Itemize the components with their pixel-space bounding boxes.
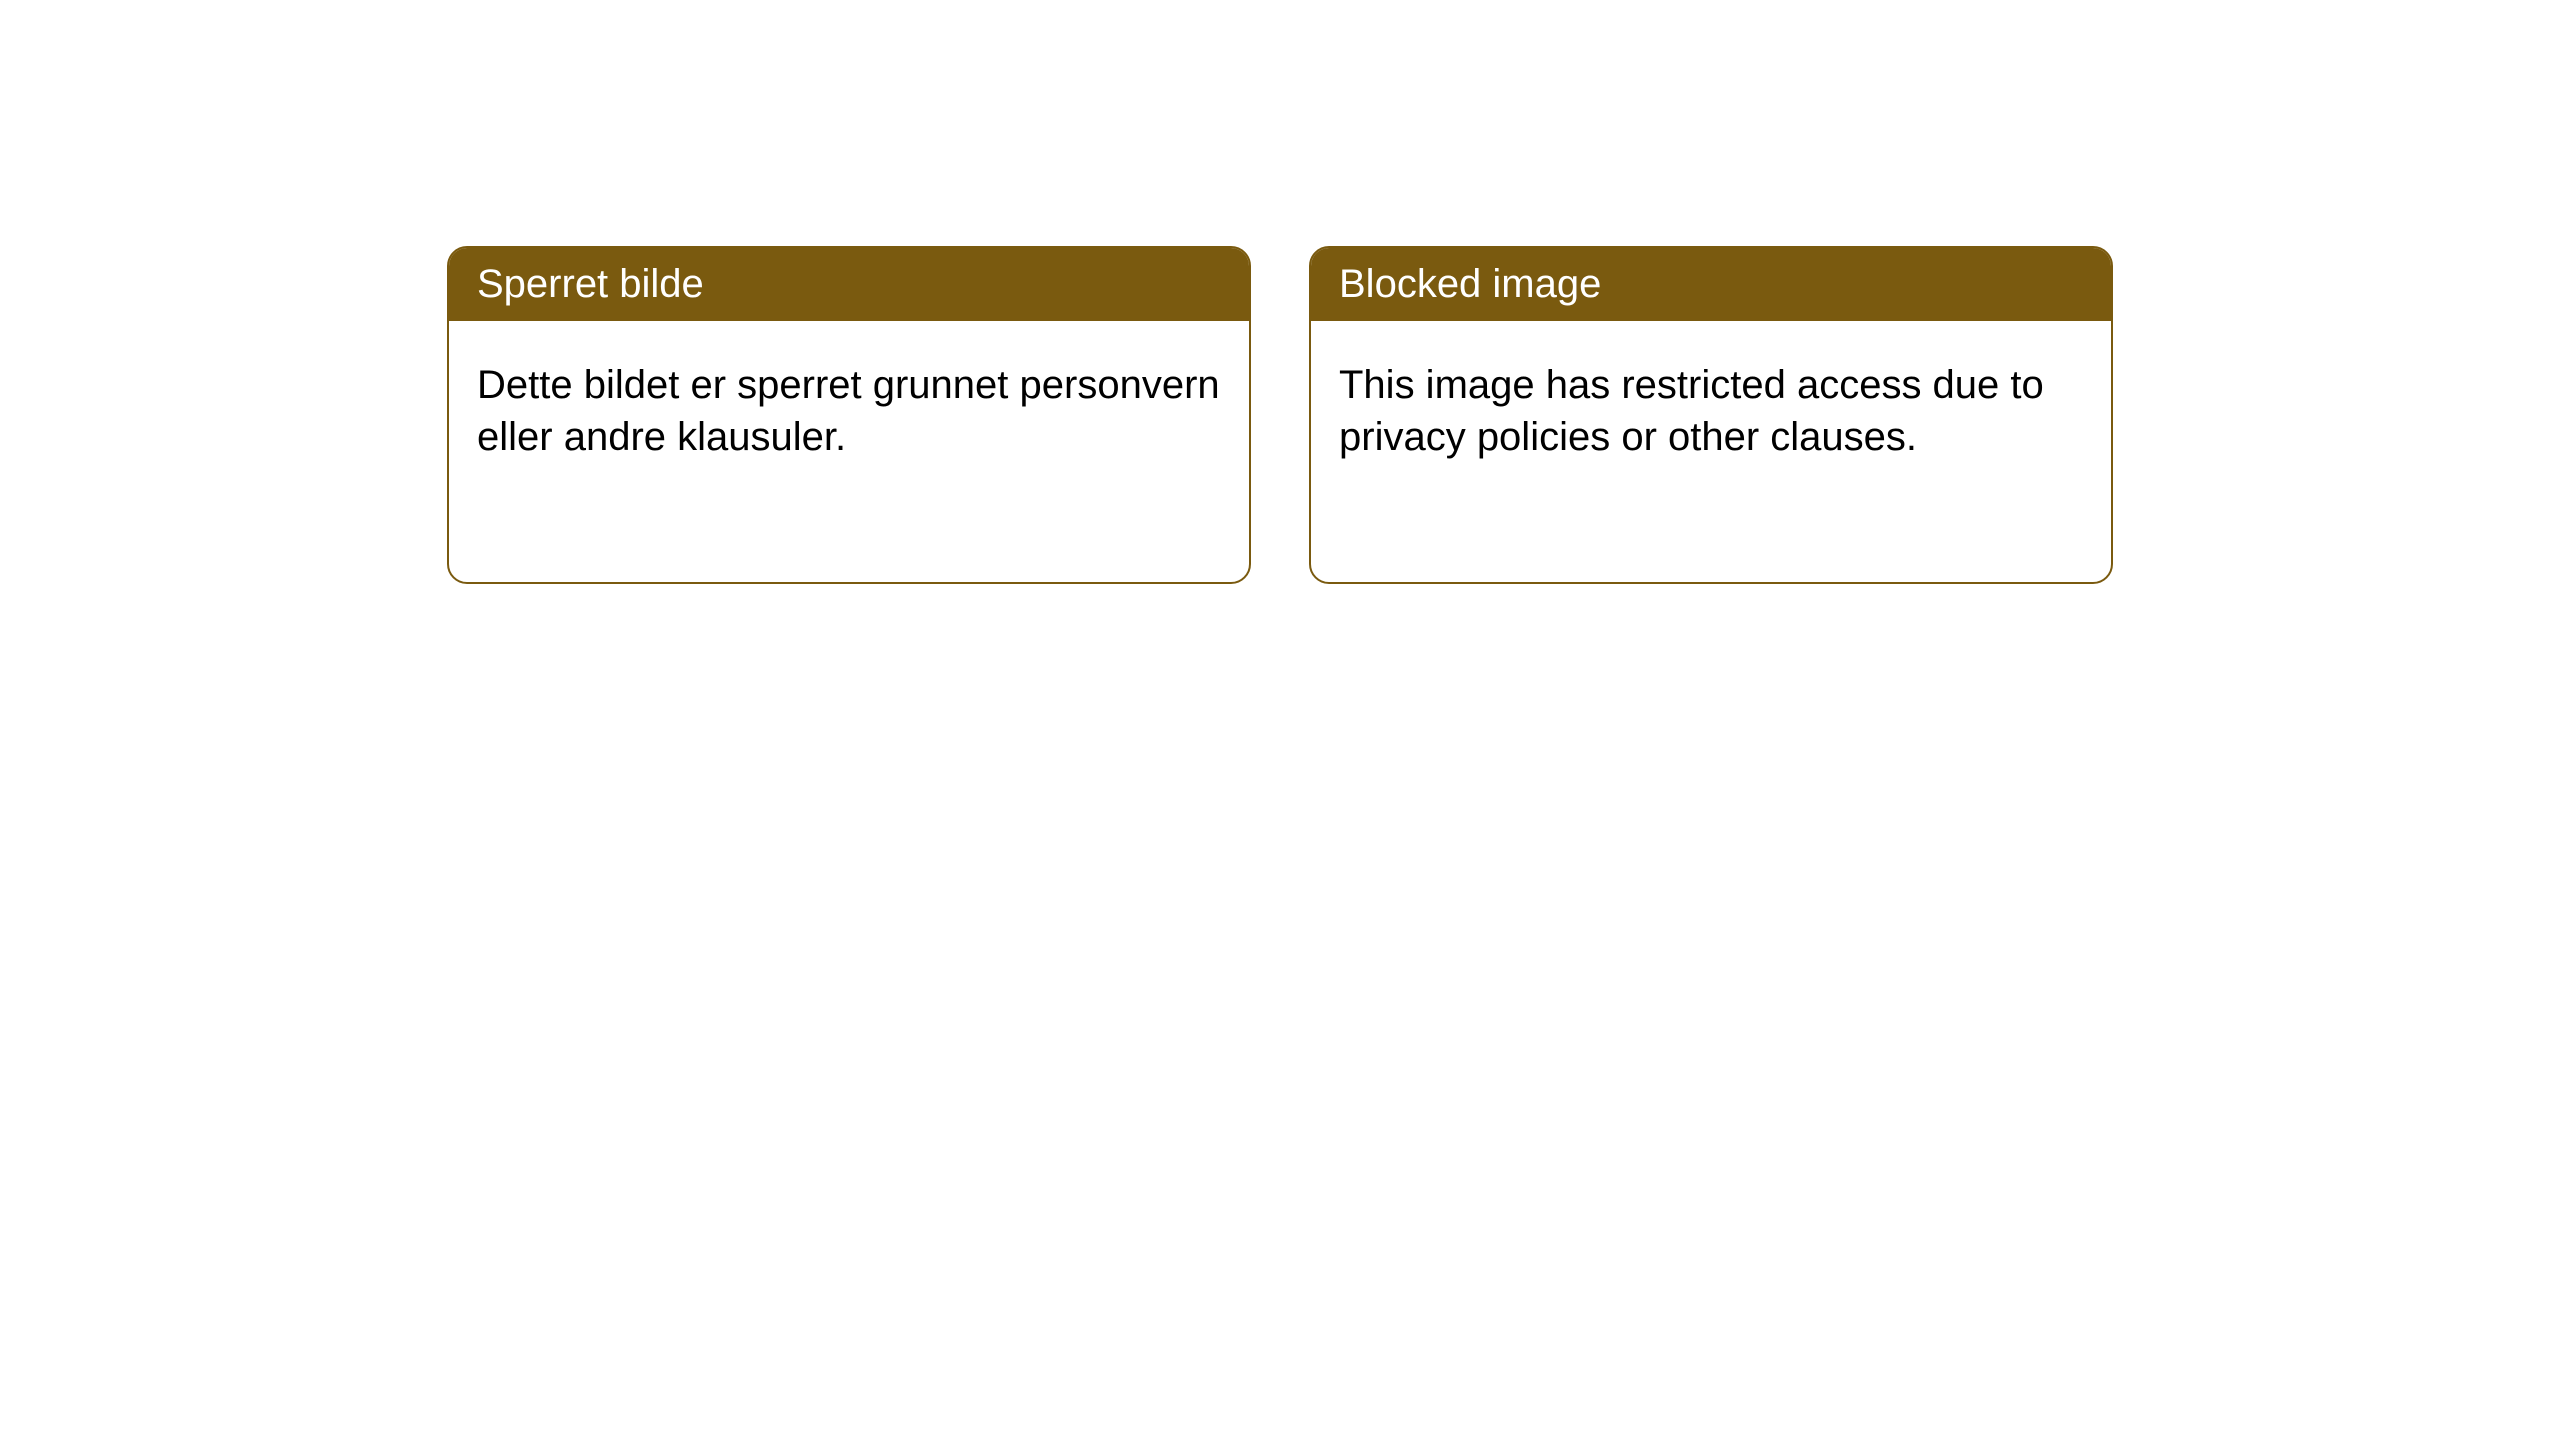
notice-title-norwegian: Sperret bilde (449, 248, 1249, 321)
notice-message-norwegian: Dette bildet er sperret grunnet personve… (449, 321, 1249, 501)
notice-card-english: Blocked image This image has restricted … (1309, 246, 2113, 584)
notice-message-english: This image has restricted access due to … (1311, 321, 2111, 501)
notice-title-english: Blocked image (1311, 248, 2111, 321)
notice-container: Sperret bilde Dette bildet er sperret gr… (0, 0, 2560, 584)
notice-card-norwegian: Sperret bilde Dette bildet er sperret gr… (447, 246, 1251, 584)
